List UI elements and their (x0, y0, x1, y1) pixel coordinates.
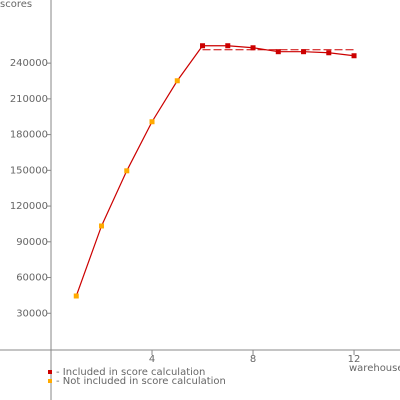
point (225, 43, 231, 49)
y-tick-label: 90000 (16, 237, 48, 248)
point (301, 49, 307, 55)
y-tick-label: 60000 (16, 273, 48, 284)
point (99, 223, 105, 229)
y-tick-label: 150000 (10, 165, 48, 176)
legend-label: - Included in score calculation (56, 367, 205, 378)
y-axis-label: scores (0, 0, 32, 10)
y-tick-label: 210000 (10, 94, 48, 105)
point (200, 43, 206, 49)
x-tick-label: 4 (149, 354, 155, 365)
point (73, 293, 79, 299)
point (149, 119, 155, 125)
point (326, 50, 332, 56)
legend-marker (48, 379, 52, 383)
score-line (75, 45, 355, 297)
y-tick-label: 240000 (10, 58, 48, 69)
y-tick-label: 30000 (16, 308, 48, 319)
x-axis-label: warehouses (349, 363, 400, 374)
x-tick-label: 12 (348, 354, 361, 365)
legend-marker (48, 370, 52, 374)
x-tick-label: 8 (250, 354, 256, 365)
legend-label: - Not included in score calculation (56, 376, 226, 387)
point (351, 53, 357, 59)
y-tick-label: 180000 (10, 130, 48, 141)
point (275, 49, 281, 55)
point (174, 78, 180, 84)
point (124, 168, 130, 174)
point (250, 45, 256, 51)
y-tick-label: 120000 (10, 201, 48, 212)
